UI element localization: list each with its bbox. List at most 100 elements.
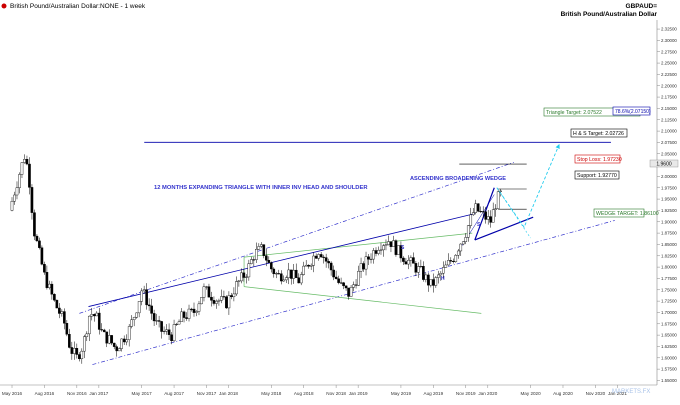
y-tick-label: 1.77500 — [661, 276, 677, 281]
candle-body — [349, 287, 353, 297]
broadening-wedge-label: ASCENDING BROADENING WEDGE — [410, 176, 506, 182]
y-tick-label: 2.30000 — [661, 38, 677, 43]
x-tick-label: May 2018 — [261, 391, 282, 396]
candle-body — [329, 262, 333, 271]
candle-body — [220, 296, 223, 301]
candle-body — [499, 190, 502, 192]
candle-body — [58, 307, 61, 314]
x-tick-label: Nov 2017 — [197, 391, 217, 396]
candle-body — [140, 290, 143, 302]
candle-body — [147, 304, 151, 307]
y-tick-label: 1.80000 — [661, 265, 677, 270]
candle-body — [200, 297, 203, 305]
candle-body — [272, 268, 276, 275]
candle-body — [476, 203, 480, 212]
y-tick-label: 2.20000 — [661, 83, 677, 88]
candle-body — [97, 312, 101, 330]
candle-body — [142, 289, 146, 292]
candle-body — [342, 282, 345, 287]
candle-body — [225, 296, 228, 309]
candle-body — [352, 284, 355, 288]
candle-body — [402, 257, 405, 262]
candle-body — [359, 263, 363, 272]
stop-loss-box — [574, 154, 621, 164]
watermark: MARKETS.FX — [612, 389, 650, 395]
candle-body — [304, 264, 308, 267]
candle-body — [100, 329, 104, 331]
x-tick-label: Aug 2017 — [164, 391, 184, 396]
candle-body — [40, 247, 44, 265]
candle-body — [122, 338, 126, 343]
candle-body — [382, 245, 385, 251]
candle-body — [35, 235, 39, 242]
candle-body — [319, 254, 323, 258]
candle-body — [73, 348, 76, 354]
y-tick-label: 1.87500 — [661, 231, 677, 236]
wedge-target-label: WEDGE TARGET: 1.86100 — [596, 211, 659, 217]
candle-body — [299, 274, 303, 284]
candle-body — [489, 216, 492, 223]
candle-body — [327, 261, 330, 264]
x-tick-label: Jan 2017 — [89, 391, 108, 396]
expanding-triangle-label: 12 MONTHS EXPANDING TRIANGLE WITH INNER … — [154, 185, 368, 191]
wedge-target-box — [593, 208, 645, 218]
axis-ticks: 1.55000 1.57500 1.60000 1.62500 1.65000 1.675… — [2, 27, 678, 396]
candle-body — [324, 257, 328, 262]
candle-body — [459, 243, 463, 252]
candle-body — [447, 260, 450, 266]
candle-body — [185, 317, 188, 319]
candle-body — [170, 334, 173, 342]
candle-body — [232, 293, 236, 298]
overlay-lines — [496, 143, 560, 239]
y-tick-label: 2.22500 — [661, 72, 677, 77]
candle-body — [362, 263, 365, 270]
candle-body — [417, 266, 420, 273]
candle-body — [262, 244, 266, 256]
candle-body — [110, 335, 114, 344]
candle-body — [120, 338, 123, 349]
y-tick-label: 1.70000 — [661, 310, 677, 315]
candle-body — [439, 273, 443, 276]
price-badge — [649, 159, 679, 168]
candle-body — [484, 211, 488, 220]
candle-body — [105, 331, 109, 344]
candle-body — [115, 346, 119, 352]
candle-body — [227, 295, 231, 309]
candle-body — [444, 264, 448, 268]
y-tick-label: 1.90000 — [661, 219, 677, 224]
candle-body — [279, 273, 283, 282]
candle-body — [274, 273, 278, 275]
candle-body — [217, 300, 221, 302]
candle-body — [85, 333, 89, 337]
x-tick-label: Aug 2018 — [294, 391, 314, 396]
y-tick-label: 1.82500 — [661, 253, 677, 258]
candle-body — [314, 255, 318, 259]
candle-body — [202, 286, 206, 298]
candle-body — [322, 256, 325, 258]
candle-body — [235, 281, 238, 295]
candle-body — [172, 324, 176, 342]
candle-body — [486, 216, 490, 220]
candle-body — [389, 241, 393, 247]
candle-body — [255, 249, 258, 260]
triangle-lower-line — [244, 286, 482, 314]
x-tick-label: Nov 2020 — [586, 391, 606, 396]
candlesticks — [10, 154, 502, 364]
candle-body — [28, 163, 31, 188]
y-tick-label: 1.60000 — [661, 355, 677, 360]
candle-body — [289, 269, 293, 279]
triangle-upper-line — [244, 232, 473, 258]
x-tick-label: Jan 2019 — [349, 391, 368, 396]
candle-body — [387, 241, 390, 245]
candle-body — [117, 348, 121, 352]
y-tick-label: 1.67500 — [661, 321, 677, 326]
candle-body — [334, 276, 338, 279]
candle-body — [18, 174, 21, 188]
candle-body — [397, 245, 400, 255]
candle-body — [30, 187, 34, 213]
candle-body — [155, 320, 158, 322]
x-tick-label: Jan 2018 — [219, 391, 238, 396]
y-tick-label: 1.92500 — [661, 208, 677, 213]
candle-body — [83, 336, 86, 352]
